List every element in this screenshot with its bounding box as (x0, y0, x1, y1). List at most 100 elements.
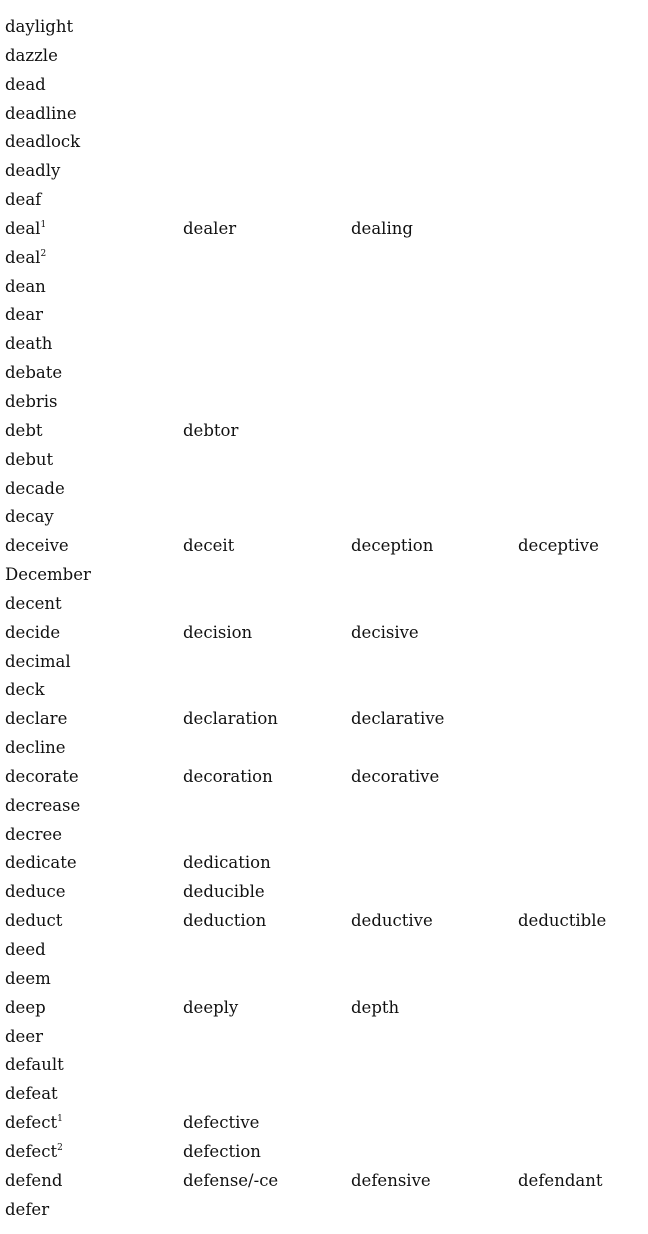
word-row: dazzle (5, 42, 645, 71)
headword-text: defect (5, 1113, 58, 1133)
word-row: dedicate dedication (5, 849, 645, 878)
headword-text: defer (5, 1199, 50, 1219)
headword-text: decay (5, 507, 54, 527)
derived-word: dealer (183, 218, 237, 238)
headword: deal2 (5, 244, 46, 273)
headword: debate (5, 359, 62, 388)
headword: deaf (5, 186, 41, 215)
word-row: deceive deceit deception deceptive (5, 532, 645, 561)
headword: deadlock (5, 128, 80, 157)
headword: decade (5, 475, 65, 504)
word-row: declare declaration declarative (5, 705, 645, 734)
headword: deck (5, 676, 45, 705)
headword: deceive (5, 532, 69, 561)
headword-text: debate (5, 363, 63, 383)
headword-text: deduce (5, 882, 66, 902)
headword-text: decade (5, 478, 65, 498)
headword: deal1 (5, 215, 46, 244)
word-row: default (5, 1051, 645, 1080)
headword: decimal (5, 648, 71, 677)
derived-word: decisive (351, 622, 419, 642)
word-row: defer (5, 1196, 645, 1225)
word-row: defect1 defective (5, 1109, 645, 1138)
headword: deadly (5, 157, 60, 186)
derived-word: dedication (183, 853, 271, 873)
headword-text: deceive (5, 536, 69, 556)
derived-word: deductive (351, 911, 433, 931)
headword-text: deadlock (5, 132, 81, 152)
word-row: deal2 (5, 244, 645, 273)
derived-word: deductible (518, 911, 607, 931)
headword: decay (5, 503, 54, 532)
derived-word: defendant (518, 1170, 603, 1190)
headword-text: deed (5, 940, 46, 959)
homograph-number: 2 (57, 1142, 63, 1153)
derived-word: deduction (183, 911, 267, 931)
headword-text: dear (5, 305, 44, 325)
word-row: decay (5, 503, 645, 532)
headword-text: dead (5, 74, 46, 94)
headword-text: death (5, 334, 53, 354)
headword-text: dazzle (5, 45, 58, 65)
derived-word: defective (183, 1113, 260, 1133)
derived-word: deceptive (518, 536, 599, 556)
homograph-number: 1 (57, 1114, 63, 1125)
headword: dead (5, 71, 46, 100)
headword: defend (5, 1167, 62, 1196)
word-row: deduct deduction deductive deductible (5, 907, 645, 936)
headword-text: decree (5, 824, 62, 844)
headword: dear (5, 301, 43, 330)
word-row: deem (5, 965, 645, 994)
word-row: defect2 defection (5, 1138, 645, 1167)
headword: decree (5, 821, 62, 850)
word-row: decent (5, 590, 645, 619)
headword: decrease (5, 792, 80, 821)
derived-word: defection (183, 1141, 261, 1161)
word-list: daylight dazzle dead deadline deadlock deadly… (5, 13, 645, 1224)
derived-word: deception (351, 536, 434, 556)
derived-word: depth (351, 997, 400, 1017)
word-row: decrease (5, 792, 645, 821)
headword: defect2 (5, 1138, 63, 1167)
headword: death (5, 330, 52, 359)
word-row: deck (5, 676, 645, 705)
headword-text: decrease (5, 795, 81, 815)
headword-text: defeat (5, 1084, 58, 1104)
headword-text: decorate (5, 766, 79, 786)
headword-text: deaf (5, 190, 42, 210)
headword: decline (5, 734, 66, 763)
word-row: debut (5, 446, 645, 475)
derived-word: deeply (183, 997, 239, 1017)
word-row: dead (5, 71, 645, 100)
headword: default (5, 1051, 64, 1080)
word-row: deadline (5, 100, 645, 129)
headword: debt (5, 417, 43, 446)
headword: dean (5, 273, 46, 302)
headword-text: deer (5, 1026, 43, 1046)
headword-text: default (5, 1055, 64, 1075)
headword: deer (5, 1023, 43, 1052)
derived-word: defensive (351, 1170, 431, 1190)
headword-text: deduct (5, 911, 63, 931)
derived-word: defense/-ce (183, 1170, 279, 1190)
headword: December (5, 561, 91, 590)
word-row: debris (5, 388, 645, 417)
word-row: defeat (5, 1080, 645, 1109)
homograph-number: 1 (40, 219, 47, 230)
headword-text: decimal (5, 651, 71, 671)
headword: decide (5, 619, 60, 648)
headword-text: daylight (5, 17, 74, 36)
word-row: death (5, 330, 645, 359)
headword: debris (5, 388, 58, 417)
headword: debut (5, 446, 53, 475)
headword: deep (5, 994, 46, 1023)
headword-text: defend (5, 1170, 63, 1190)
word-row: deer (5, 1023, 645, 1052)
derived-word: decision (183, 622, 253, 642)
headword-text: deck (5, 680, 45, 700)
headword: deduce (5, 878, 66, 907)
headword: deem (5, 965, 51, 994)
word-row: decree (5, 821, 645, 850)
headword: deduct (5, 907, 62, 936)
headword: defer (5, 1196, 49, 1225)
